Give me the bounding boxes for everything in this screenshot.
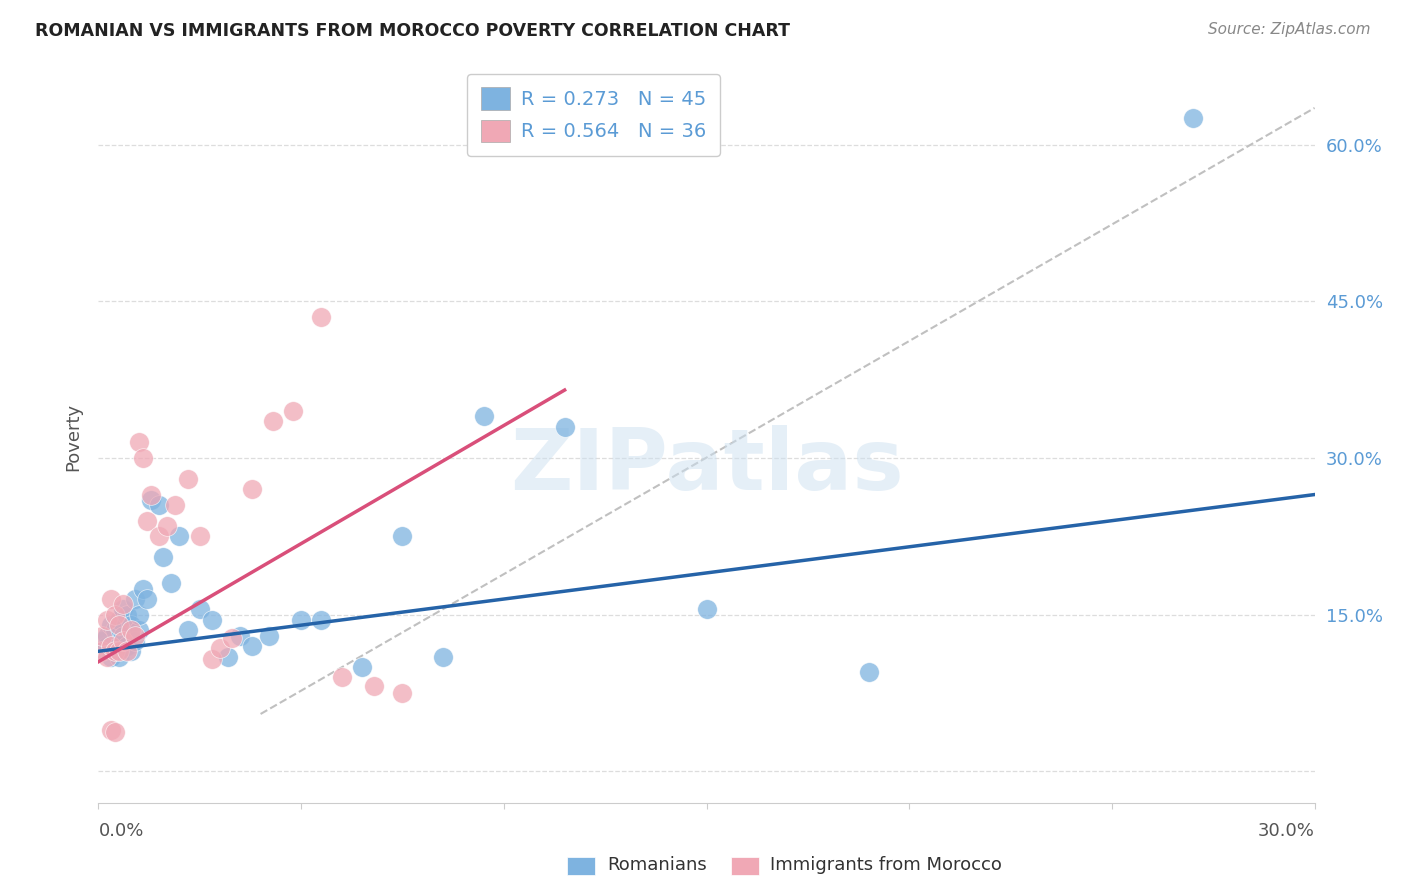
- Point: [115, 607, 138, 622]
- Point: [472, 409, 495, 424]
- Point: [115, 639, 138, 653]
- Point: [554, 419, 576, 434]
- Point: [104, 607, 127, 622]
- Point: [120, 644, 142, 658]
- Point: [209, 641, 232, 656]
- Point: [391, 529, 413, 543]
- Point: [152, 550, 174, 565]
- Point: [391, 686, 413, 700]
- Point: [91, 629, 114, 643]
- Text: Source: ZipAtlas.com: Source: ZipAtlas.com: [1208, 22, 1371, 37]
- Point: [176, 472, 198, 486]
- Point: [128, 624, 150, 638]
- Point: [104, 724, 127, 739]
- Text: 0.0%: 0.0%: [98, 822, 143, 839]
- Point: [201, 613, 224, 627]
- Text: ZIPatlas: ZIPatlas: [509, 425, 904, 508]
- Point: [188, 602, 211, 616]
- Point: [139, 492, 162, 507]
- Point: [229, 629, 252, 643]
- Point: [104, 644, 127, 658]
- Legend: R = 0.273   N = 45, R = 0.564   N = 36: R = 0.273 N = 45, R = 0.564 N = 36: [467, 74, 720, 155]
- Point: [132, 582, 155, 596]
- Point: [139, 487, 162, 501]
- Point: [104, 624, 127, 638]
- Point: [100, 723, 122, 737]
- Point: [100, 592, 122, 607]
- Point: [176, 624, 198, 638]
- Point: [107, 644, 129, 658]
- Point: [111, 597, 134, 611]
- Point: [104, 644, 127, 658]
- Point: [132, 450, 155, 465]
- Point: [165, 498, 187, 512]
- Point: [257, 629, 280, 643]
- Point: [311, 310, 333, 324]
- Text: Romanians: Romanians: [607, 856, 707, 874]
- Point: [858, 665, 880, 680]
- Point: [262, 414, 284, 428]
- Point: [107, 639, 129, 653]
- Point: [156, 519, 179, 533]
- Point: [1182, 112, 1205, 126]
- Point: [290, 613, 312, 627]
- Point: [128, 607, 150, 622]
- Point: [111, 633, 134, 648]
- Point: [201, 651, 224, 665]
- Point: [120, 624, 142, 638]
- Point: [100, 618, 122, 632]
- Point: [91, 633, 114, 648]
- Point: [217, 649, 239, 664]
- Point: [100, 639, 122, 653]
- Point: [111, 629, 134, 643]
- Point: [311, 613, 333, 627]
- Point: [242, 639, 264, 653]
- Point: [115, 644, 138, 658]
- Point: [136, 592, 159, 607]
- Point: [242, 483, 264, 497]
- Point: [221, 631, 243, 645]
- Point: [96, 613, 118, 627]
- Point: [330, 670, 353, 684]
- Point: [124, 629, 146, 643]
- Point: [91, 644, 114, 658]
- Text: ROMANIAN VS IMMIGRANTS FROM MOROCCO POVERTY CORRELATION CHART: ROMANIAN VS IMMIGRANTS FROM MOROCCO POVE…: [35, 22, 790, 40]
- Point: [124, 633, 146, 648]
- Point: [363, 679, 385, 693]
- Text: 30.0%: 30.0%: [1258, 822, 1315, 839]
- Point: [107, 613, 129, 627]
- Point: [91, 644, 114, 658]
- Point: [107, 649, 129, 664]
- Point: [148, 529, 170, 543]
- Point: [148, 498, 170, 512]
- Point: [281, 404, 304, 418]
- Point: [96, 629, 118, 643]
- Point: [111, 602, 134, 616]
- Point: [128, 435, 150, 450]
- Point: [350, 660, 373, 674]
- Point: [96, 639, 118, 653]
- Point: [100, 649, 122, 664]
- Point: [120, 618, 142, 632]
- Point: [96, 649, 118, 664]
- Point: [107, 618, 129, 632]
- Text: Immigrants from Morocco: Immigrants from Morocco: [770, 856, 1002, 874]
- Point: [136, 514, 159, 528]
- Point: [188, 529, 211, 543]
- Point: [696, 602, 718, 616]
- Point: [124, 592, 146, 607]
- Y-axis label: Poverty: Poverty: [65, 403, 83, 471]
- Point: [160, 576, 183, 591]
- Point: [432, 649, 454, 664]
- Point: [169, 529, 191, 543]
